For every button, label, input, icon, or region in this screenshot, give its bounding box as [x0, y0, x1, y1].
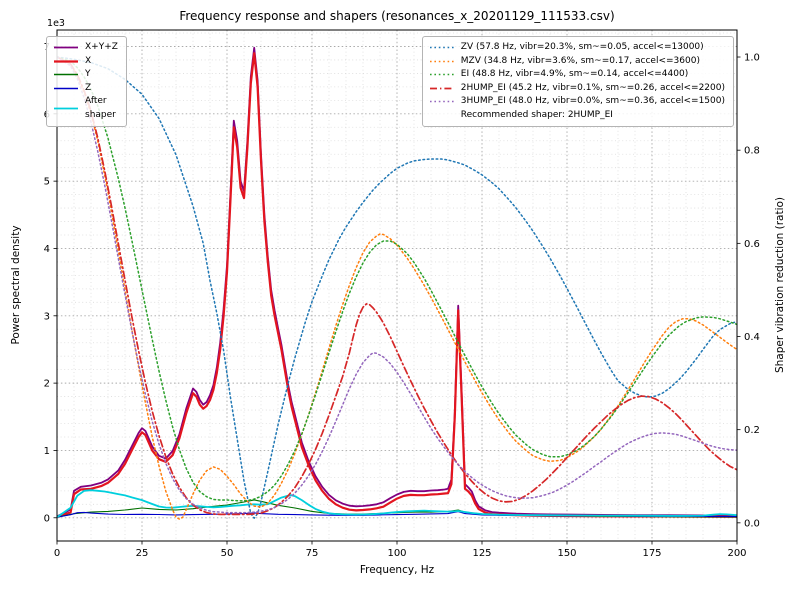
series-shaper-3hump-ei-line	[57, 56, 737, 514]
y-right-tick-label: 0.0	[744, 518, 760, 529]
x-tick-label: 75	[306, 548, 319, 559]
y-right-tick-label: 0.4	[744, 332, 760, 343]
y-left-tick-label: 0	[44, 513, 50, 524]
legend-label: 2HUMP_EI (45.2 Hz, vibr=0.1%, sm~=0.26, …	[460, 82, 725, 93]
legend-item-recommended: Recommended shaper: 2HUMP_EI	[429, 109, 725, 123]
legend-item-xyz: X+Y+Z	[53, 41, 118, 55]
legend-line-sample	[429, 74, 454, 76]
x-tick-label: 125	[472, 548, 491, 559]
x-axis-label: Frequency, Hz	[359, 564, 435, 576]
y-axis-left-label: Power spectral density	[10, 225, 22, 345]
legend-item-z: Z	[53, 82, 118, 96]
legend-line-sample	[429, 60, 454, 62]
legend-label: Recommended shaper: 2HUMP_EI	[460, 109, 613, 120]
legend-line-sample	[429, 101, 454, 103]
chart-title: Frequency response and shapers (resonanc…	[179, 9, 615, 23]
x-tick-label: 150	[557, 548, 576, 559]
legend-line-sample	[54, 87, 78, 89]
y-left-tick-label: 1	[44, 446, 50, 457]
series-after-shaper-line	[57, 489, 737, 519]
legend-label: ZV (57.8 Hz, vibr=20.3%, sm~=0.05, accel…	[460, 42, 704, 52]
legend-item-x: X	[53, 55, 118, 69]
legend-label: X+Y+Z	[85, 42, 118, 52]
legend-line-sample	[54, 46, 78, 49]
legend-empty-sample	[429, 110, 455, 121]
legend-label: 3HUMP_EI (48.0 Hz, vibr=0.0%, sm~=0.36, …	[460, 96, 725, 106]
x-tick-label: 200	[727, 548, 746, 559]
y-axis-offset-text: 1e3	[47, 18, 65, 29]
legend-item-shaper-zv: ZV (57.8 Hz, vibr=20.3%, sm~=0.05, accel…	[429, 41, 725, 55]
legend-label: After shaper	[85, 96, 116, 120]
legend-item-after-shaper: After shaper	[53, 95, 118, 122]
legend-label: Z	[85, 82, 92, 93]
y-right-tick-label: 1.0	[744, 53, 760, 64]
series-shaper-ei-line	[57, 56, 737, 502]
y-left-tick-label: 5	[44, 177, 50, 188]
series-shaper-zv-line	[57, 56, 737, 519]
legend-shapers: ZV (57.8 Hz, vibr=20.3%, sm~=0.05, accel…	[421, 36, 734, 127]
y-right-tick-label: 0.8	[744, 146, 760, 157]
legend-label: X	[85, 55, 92, 66]
y-axis-right-label: Shaper vibration reduction (ratio)	[774, 196, 786, 374]
legend-label: Y	[85, 69, 91, 79]
axis-ticks: 0255075100125150175200012345670.00.20.40…	[44, 42, 760, 559]
x-tick-label: 175	[642, 548, 661, 559]
legend-line-sample	[429, 47, 454, 49]
y-left-tick-label: 4	[44, 244, 50, 255]
legend-item-shaper-3hump-ei: 3HUMP_EI (48.0 Hz, vibr=0.0%, sm~=0.36, …	[429, 95, 725, 109]
y-right-tick-label: 0.6	[744, 239, 760, 250]
series-shaper-2hump-ei-line	[57, 56, 737, 516]
series-shaper-mzv-line	[57, 56, 737, 520]
series-group	[57, 46, 737, 520]
legend-item-shaper-ei: EI (48.8 Hz, vibr=4.9%, sm~=0.14, accel<…	[429, 68, 725, 82]
y-right-tick-label: 0.2	[744, 425, 760, 436]
legend-label: MZV (34.8 Hz, vibr=3.6%, sm~=0.17, accel…	[460, 55, 700, 66]
legend-item-shaper-mzv: MZV (34.8 Hz, vibr=3.6%, sm~=0.17, accel…	[429, 55, 725, 69]
legend-line-sample	[429, 87, 454, 90]
x-tick-label: 25	[136, 548, 149, 559]
legend-item-y: Y	[53, 68, 118, 82]
legend-psd: X+Y+Z X Y Z After shaper	[46, 36, 127, 127]
legend-line-sample	[54, 74, 78, 76]
x-tick-label: 0	[54, 548, 60, 559]
legend-line-sample	[54, 60, 78, 63]
legend-item-shaper-2hump-ei: 2HUMP_EI (45.2 Hz, vibr=0.1%, sm~=0.26, …	[429, 82, 725, 96]
legend-label: EI (48.8 Hz, vibr=4.9%, sm~=0.14, accel<…	[460, 69, 689, 79]
y-left-tick-label: 3	[44, 311, 50, 322]
legend-line-sample	[54, 107, 78, 110]
x-tick-label: 100	[387, 548, 406, 559]
series-x-line	[57, 52, 737, 519]
x-tick-label: 50	[221, 548, 234, 559]
y-left-tick-label: 2	[44, 379, 50, 390]
